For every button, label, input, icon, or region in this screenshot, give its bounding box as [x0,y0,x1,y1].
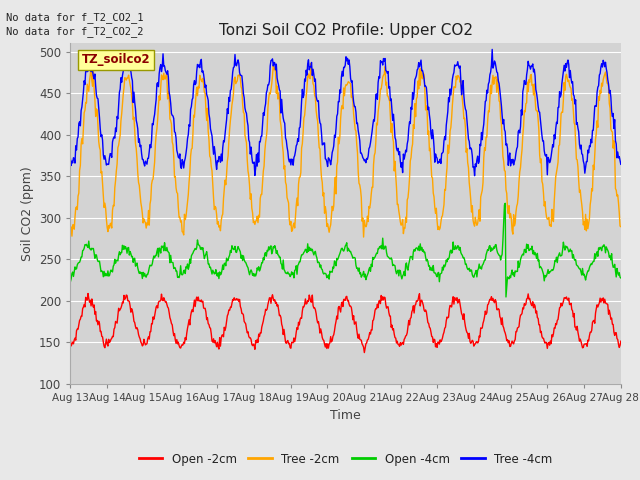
Text: No data for f_T2_CO2_1: No data for f_T2_CO2_1 [6,12,144,23]
Y-axis label: Soil CO2 (ppm): Soil CO2 (ppm) [20,166,33,261]
Text: TZ_soilco2: TZ_soilco2 [81,53,150,66]
Text: No data for f_T2_CO2_2: No data for f_T2_CO2_2 [6,26,144,37]
X-axis label: Time: Time [330,408,361,421]
Title: Tonzi Soil CO2 Profile: Upper CO2: Tonzi Soil CO2 Profile: Upper CO2 [219,23,472,38]
Legend: Open -2cm, Tree -2cm, Open -4cm, Tree -4cm: Open -2cm, Tree -2cm, Open -4cm, Tree -4… [134,448,557,470]
